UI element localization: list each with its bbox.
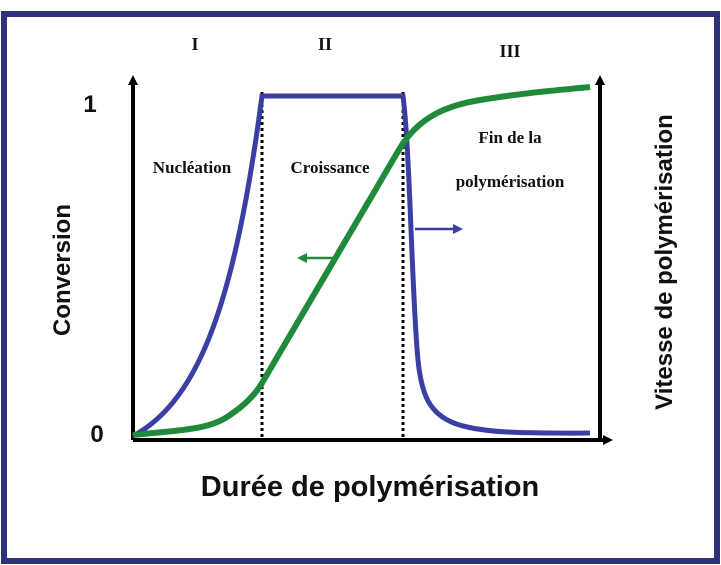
annotation: Fin de la (478, 128, 542, 147)
phase-label: III (499, 41, 520, 61)
y2-axis-label: Vitesse de polymérisation (651, 114, 678, 410)
conversion-curve (132, 84, 591, 438)
y-axis-label: Conversion (49, 204, 76, 336)
annotation: Croissance (290, 158, 369, 177)
annotation: Nucléation (153, 158, 232, 177)
annotation: polymérisation (456, 172, 565, 191)
y-tick-label: 0 (90, 421, 103, 448)
x-axis-label: Durée de polymérisation (201, 471, 539, 503)
phase-label: I (191, 34, 198, 54)
y-tick-label: 1 (83, 91, 96, 118)
rate-curve (131, 93, 591, 439)
phase-label: II (318, 34, 332, 54)
